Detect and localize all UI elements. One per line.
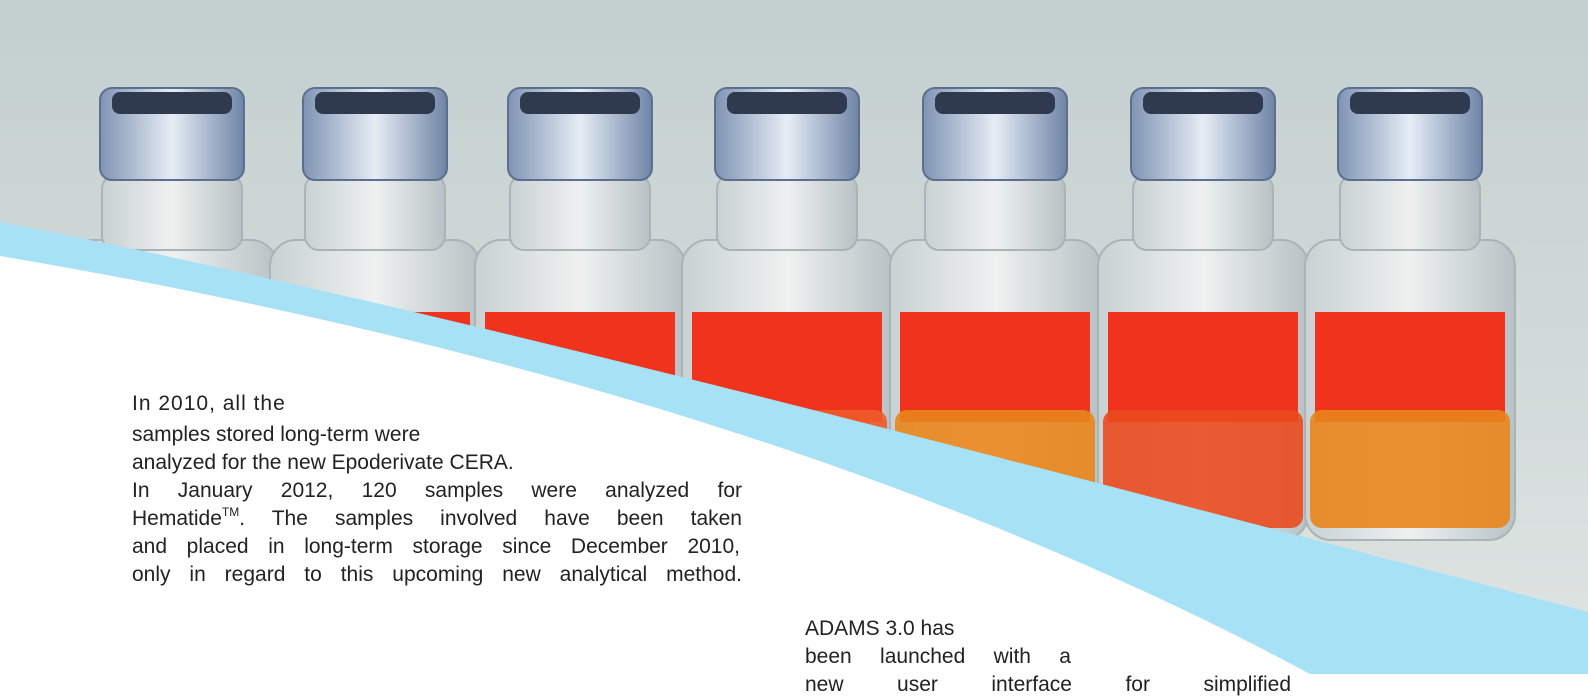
text-line: In 2010, all the	[132, 390, 286, 418]
text: . The samples involved have been taken	[239, 507, 742, 530]
red-label	[900, 312, 1090, 422]
cap-top	[315, 92, 435, 114]
page: {"left_column": { "lines": ["In 2010, al…	[0, 0, 1588, 674]
text-line: samples stored long-term were	[132, 421, 420, 449]
cap-top	[727, 92, 847, 114]
text-line: been launched with a	[805, 643, 1071, 671]
bottle-neck	[1340, 175, 1480, 250]
cap-top	[112, 92, 232, 114]
red-label	[1315, 312, 1505, 422]
red-label	[1108, 312, 1298, 422]
bottle-neck	[1133, 175, 1273, 250]
cap-top	[520, 92, 640, 114]
text-line: In January 2012, 120 samples were analyz…	[132, 477, 742, 505]
bottle-neck	[102, 175, 242, 250]
text-line: analyzed for the new Epoderivate CERA.	[132, 449, 514, 477]
bottle-neck	[305, 175, 445, 250]
product-name: Hematide	[132, 507, 222, 530]
bottle-neck	[717, 175, 857, 250]
text-line: new user interface for simplified	[805, 671, 1291, 699]
text-line: and placed in long-term storage since De…	[132, 533, 740, 561]
bottle-neck	[925, 175, 1065, 250]
bottle-neck	[510, 175, 650, 250]
text-line: only in regard to this upcoming new anal…	[132, 561, 742, 589]
text-line: HematideTM. The samples involved have be…	[132, 505, 742, 533]
liquid	[1310, 410, 1510, 528]
cap-top	[1143, 92, 1263, 114]
text-line: ADAMS 3.0 has	[805, 615, 954, 643]
cap-top	[1350, 92, 1470, 114]
trademark: TM	[222, 505, 239, 519]
cap-top	[935, 92, 1055, 114]
